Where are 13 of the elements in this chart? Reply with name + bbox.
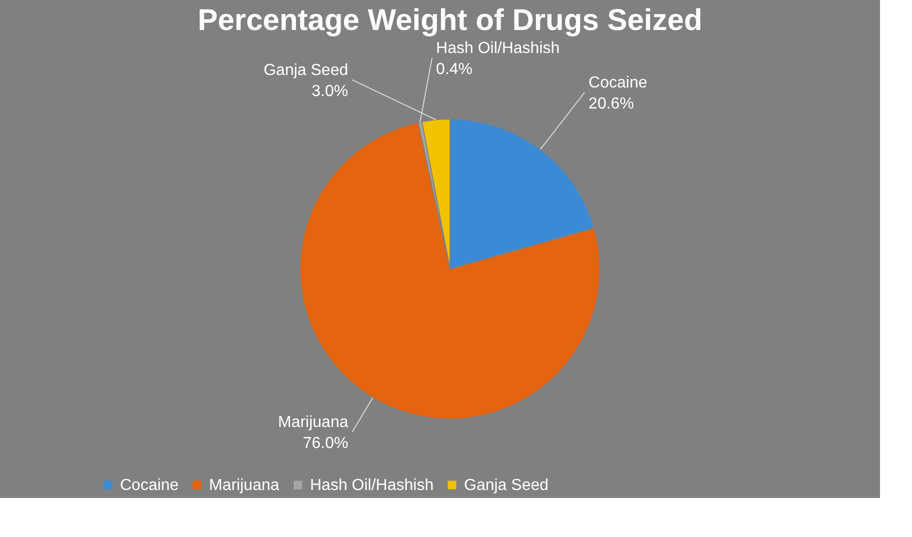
data-label: 0.4% bbox=[436, 60, 473, 78]
data-label: 20.6% bbox=[588, 95, 634, 112]
slice-label: Hash Oil/Hashish bbox=[436, 40, 560, 57]
legend-label: Ganja Seed bbox=[464, 477, 549, 494]
chart-title: Percentage Weight of Drugs Seized bbox=[198, 4, 702, 37]
legend-label: Hash Oil/Hashish bbox=[310, 477, 434, 494]
legend-label: Marijuana bbox=[209, 477, 280, 494]
legend-label: Cocaine bbox=[120, 477, 179, 494]
data-label: 76.0% bbox=[302, 434, 348, 452]
slice-label: Cocaine bbox=[588, 74, 648, 92]
slice-label: Ganja Seed bbox=[264, 62, 348, 79]
data-label: 3.0% bbox=[312, 82, 348, 100]
slice-label: Marijuana bbox=[278, 414, 348, 431]
